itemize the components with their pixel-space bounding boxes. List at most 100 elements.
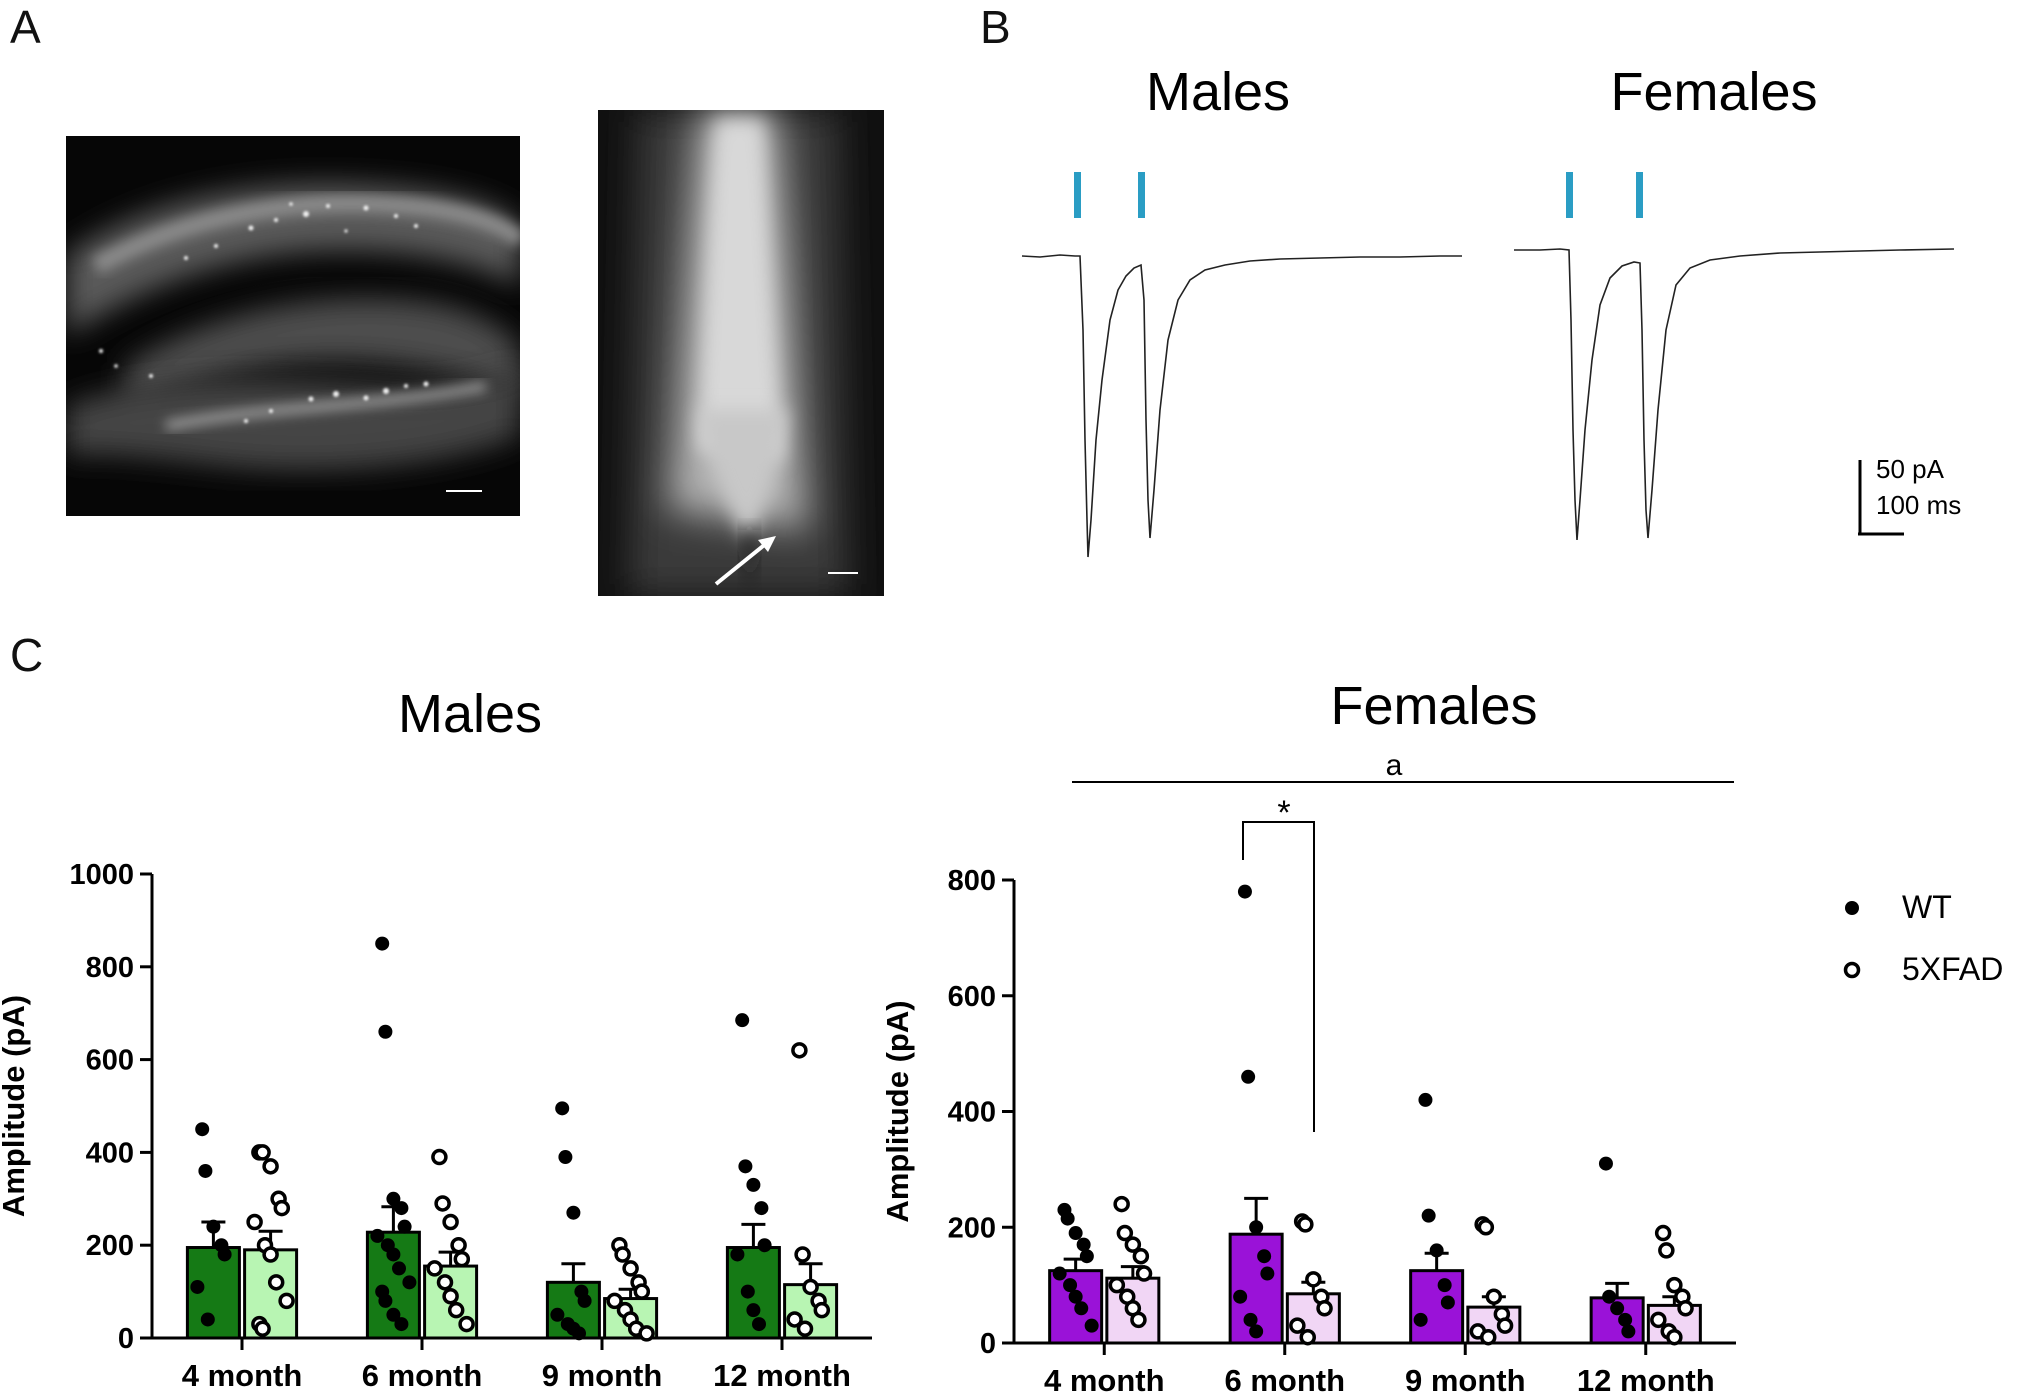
- data-point: [436, 1274, 454, 1291]
- data-point: [195, 1122, 210, 1137]
- data-point: [813, 1301, 831, 1319]
- x-tick-label: 12 month: [1577, 1363, 1715, 1398]
- data-point: [1233, 1289, 1248, 1304]
- data-point: [1084, 1318, 1099, 1333]
- y-tick-label: 0: [118, 1323, 134, 1355]
- data-point: [392, 1261, 406, 1276]
- data-point: [278, 1292, 295, 1310]
- data-point: [217, 1247, 232, 1262]
- data-point: [730, 1247, 745, 1262]
- data-point: [434, 1195, 451, 1212]
- legend-marker-wt: [1845, 901, 1859, 915]
- data-point: [1076, 1237, 1091, 1252]
- data-point: [442, 1213, 459, 1231]
- data-point: [254, 1144, 271, 1161]
- data-point: [1418, 1092, 1433, 1107]
- scale-bar: 50 pA 100 ms: [1858, 454, 1961, 536]
- chart-males: 0 200 400 600 800 1000 Amplitude (pA) 4 month 6 …: [0, 859, 872, 1393]
- data-point: [1440, 1295, 1455, 1310]
- data-point: [1602, 1289, 1617, 1304]
- stimulus-marker: [1138, 172, 1145, 218]
- data-point: [1654, 1224, 1672, 1242]
- bracket-label: a: [1386, 749, 1403, 782]
- bar: [1409, 1269, 1465, 1345]
- x-tick-label: 4 month: [1044, 1363, 1165, 1398]
- data-point: [267, 1274, 285, 1291]
- y-tick-label: 800: [948, 865, 996, 897]
- micrograph-hippocampus: [66, 136, 520, 516]
- x-tick-label: 9 month: [542, 1358, 663, 1393]
- data-point: [1496, 1317, 1514, 1334]
- data-point: [190, 1279, 205, 1294]
- data-point: [1677, 1300, 1694, 1317]
- y-tick-label: 0: [980, 1328, 996, 1360]
- data-point: [1299, 1328, 1316, 1346]
- data-point: [1658, 1242, 1675, 1259]
- data-point: [1132, 1247, 1150, 1265]
- data-point: [458, 1315, 475, 1333]
- chart-title-females: Females: [1330, 676, 1537, 736]
- data-point: [1413, 1312, 1428, 1327]
- data-point: [740, 1284, 755, 1299]
- y-tick-label: 200: [86, 1230, 134, 1262]
- data-point: [1429, 1243, 1444, 1258]
- panel-label-b: B: [980, 1, 1011, 53]
- data-point: [746, 1303, 761, 1318]
- data-point: [1485, 1288, 1503, 1305]
- y-tick-label: 400: [86, 1137, 134, 1169]
- data-point: [1068, 1289, 1083, 1304]
- data-point: [1316, 1300, 1333, 1317]
- bar: [725, 1246, 781, 1340]
- scale-bar-time-label: 100 ms: [1876, 490, 1961, 520]
- data-point: [1666, 1276, 1683, 1294]
- data-point: [1477, 1219, 1495, 1236]
- data-point: [1650, 1311, 1667, 1329]
- data-point: [558, 1150, 573, 1165]
- data-point: [447, 1301, 465, 1319]
- data-point: [1113, 1195, 1130, 1213]
- data-point: [638, 1325, 655, 1342]
- data-point: [246, 1213, 263, 1231]
- x-tick-label: 12 month: [713, 1358, 851, 1393]
- data-point: [1666, 1328, 1683, 1346]
- stimulus-marker: [1636, 172, 1643, 218]
- trace-title-males: Males: [1146, 62, 1290, 122]
- data-point: [738, 1159, 753, 1174]
- y-tick-label: 200: [948, 1212, 996, 1244]
- data-point: [1068, 1226, 1083, 1241]
- data-point: [794, 1246, 811, 1263]
- current-trace-females: [1514, 248, 1955, 541]
- stimulus-marker: [1074, 172, 1081, 218]
- trace-title-females: Females: [1610, 62, 1817, 122]
- data-point: [1480, 1328, 1497, 1346]
- data-point: [1052, 1266, 1067, 1281]
- data-point: [1135, 1265, 1153, 1282]
- scale-bar-amplitude-label: 50 pA: [1876, 454, 1945, 484]
- data-point: [1124, 1236, 1142, 1253]
- data-point: [614, 1246, 631, 1263]
- y-tick-label: 800: [86, 952, 134, 984]
- x-tick-label: 6 month: [1224, 1363, 1345, 1398]
- data-point: [1249, 1220, 1264, 1235]
- legend-marker-5xfad: [1843, 961, 1861, 979]
- data-point: [426, 1260, 443, 1277]
- data-point: [386, 1307, 401, 1322]
- data-point: [735, 1013, 750, 1028]
- data-point: [577, 1293, 592, 1308]
- data-point: [262, 1246, 279, 1263]
- y-tick-label: 600: [86, 1045, 134, 1077]
- data-point: [1130, 1311, 1147, 1329]
- data-point: [1421, 1208, 1436, 1223]
- data-point: [394, 1317, 409, 1332]
- data-point: [394, 1201, 409, 1216]
- data-point: [453, 1250, 471, 1268]
- data-point: [1237, 884, 1252, 899]
- data-point: [754, 1201, 769, 1216]
- data-point: [791, 1042, 808, 1059]
- data-point: [397, 1219, 412, 1234]
- chart-title-males: Males: [398, 684, 542, 744]
- data-point: [370, 1228, 385, 1243]
- data-point: [254, 1320, 271, 1337]
- data-point: [1297, 1216, 1314, 1233]
- data-point: [633, 1283, 651, 1300]
